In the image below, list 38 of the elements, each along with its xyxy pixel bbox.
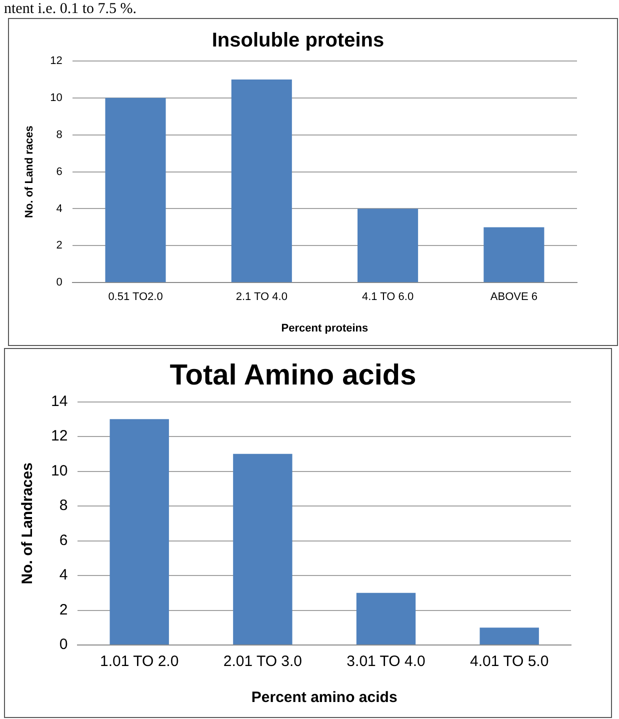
y-tick-label: 0 bbox=[59, 636, 68, 654]
y-axis-title: No. of Landraces bbox=[19, 462, 36, 584]
bar bbox=[480, 628, 539, 644]
y-tick-label: 12 bbox=[50, 428, 68, 445]
x-tick-label: 1.01 TO 2.0 bbox=[100, 653, 179, 670]
bar bbox=[356, 592, 416, 644]
y-tick-label: 4 bbox=[56, 202, 62, 215]
x-tick-label: 3.01 TO 4.0 bbox=[346, 653, 426, 670]
x-axis-title: Percent amino acids bbox=[251, 689, 398, 706]
x-tick-label: ABOVE 6 bbox=[490, 291, 538, 304]
y-tick-label: 4 bbox=[59, 566, 68, 584]
text: ntent i.e. 0.1 to 7.5 %. bbox=[4, 0, 136, 18]
x-tick-label: 2.1 TO 4.0 bbox=[236, 291, 288, 304]
bar bbox=[105, 98, 166, 282]
y-tick-label: 0 bbox=[56, 276, 62, 289]
y-tick-label: 8 bbox=[59, 497, 68, 514]
x-tick-label: 4.1 TO 6.0 bbox=[362, 291, 414, 304]
bar bbox=[231, 79, 292, 282]
y-tick-label: 10 bbox=[50, 462, 68, 480]
y-tick-label: 6 bbox=[56, 166, 62, 178]
x-tick-label: 0.51 TO2.0 bbox=[108, 291, 163, 304]
chart-title: Insoluble proteins bbox=[212, 30, 384, 52]
y-axis-title: No. of Land races bbox=[24, 126, 36, 218]
y-tick-label: 14 bbox=[50, 392, 68, 410]
x-tick-label: 4.01 TO 5.0 bbox=[470, 653, 549, 670]
bar bbox=[358, 208, 418, 282]
x-tick-label: 2.01 TO 3.0 bbox=[223, 653, 302, 670]
y-tick-label: 2 bbox=[56, 240, 62, 252]
bar bbox=[233, 454, 292, 644]
chart-title: Total Amino acids bbox=[170, 359, 416, 392]
x-axis-title: Percent proteins bbox=[281, 322, 368, 334]
y-tick-label: 12 bbox=[50, 55, 62, 68]
y-tick-label: 8 bbox=[56, 128, 62, 141]
y-tick-label: 10 bbox=[50, 92, 62, 104]
bar bbox=[484, 227, 544, 282]
bar bbox=[110, 419, 169, 644]
y-tick-label: 6 bbox=[59, 532, 68, 549]
y-tick-label: 2 bbox=[59, 601, 68, 618]
